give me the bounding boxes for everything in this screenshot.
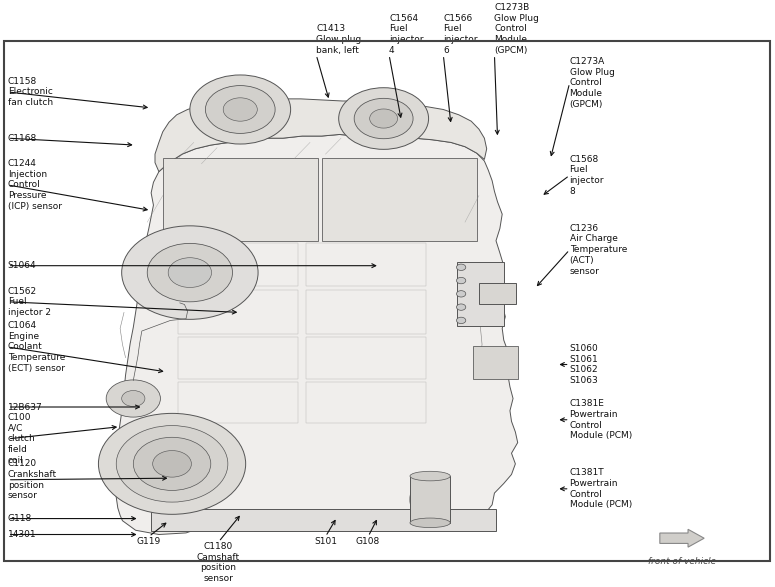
Circle shape xyxy=(106,380,160,417)
Text: C1244
Injection
Control
Pressure
(ICP) sensor: C1244 Injection Control Pressure (ICP) s… xyxy=(8,159,62,211)
Text: C1168: C1168 xyxy=(8,134,37,143)
Bar xyxy=(178,290,298,333)
Circle shape xyxy=(122,390,145,406)
Text: G119: G119 xyxy=(136,537,161,546)
Circle shape xyxy=(370,109,398,128)
Bar xyxy=(410,476,450,523)
Text: 12B637: 12B637 xyxy=(8,403,43,411)
Text: S1064: S1064 xyxy=(8,261,36,270)
Text: C1381T
Powertrain
Control
Module (PCM): C1381T Powertrain Control Module (PCM) xyxy=(570,468,632,510)
Ellipse shape xyxy=(410,471,450,481)
Circle shape xyxy=(153,451,191,477)
Text: C1273A
Glow Plug
Control
Module
(GPCM): C1273A Glow Plug Control Module (GPCM) xyxy=(570,57,615,109)
Text: C1273B
Glow Plug
Control
Module
(GPCM): C1273B Glow Plug Control Module (GPCM) xyxy=(494,3,539,55)
Text: G108: G108 xyxy=(356,537,381,546)
Polygon shape xyxy=(115,134,518,535)
Text: C1413
Glow plug
bank, left: C1413 Glow plug bank, left xyxy=(316,24,361,55)
Polygon shape xyxy=(660,529,704,547)
Ellipse shape xyxy=(410,476,450,523)
Text: C1236
Air Charge
Temperature
(ACT)
sensor: C1236 Air Charge Temperature (ACT) senso… xyxy=(570,224,627,276)
Text: C1562
Fuel
injector 2: C1562 Fuel injector 2 xyxy=(8,286,50,317)
Circle shape xyxy=(223,98,257,121)
Bar xyxy=(151,509,496,531)
Bar xyxy=(178,382,298,423)
Bar xyxy=(306,290,426,333)
Circle shape xyxy=(339,87,429,149)
Circle shape xyxy=(456,291,466,297)
Bar xyxy=(322,158,477,241)
Circle shape xyxy=(456,317,466,323)
Bar xyxy=(479,283,516,305)
Circle shape xyxy=(147,244,232,302)
Ellipse shape xyxy=(410,518,450,528)
Text: C1381E
Powertrain
Control
Module (PCM): C1381E Powertrain Control Module (PCM) xyxy=(570,399,632,440)
Circle shape xyxy=(456,264,466,271)
Text: C1564
Fuel
injector
4: C1564 Fuel injector 4 xyxy=(389,14,424,55)
Circle shape xyxy=(456,278,466,284)
Text: G118: G118 xyxy=(8,514,32,523)
Circle shape xyxy=(190,75,291,144)
Text: C100
A/C
clutch
field
coil: C100 A/C clutch field coil xyxy=(8,413,36,465)
Polygon shape xyxy=(155,99,487,171)
Circle shape xyxy=(168,258,212,288)
Text: C1158
Electronic
fan clutch: C1158 Electronic fan clutch xyxy=(8,77,53,107)
Text: C1064
Engine
Coolant
Temperature
(ECT) sensor: C1064 Engine Coolant Temperature (ECT) s… xyxy=(8,321,65,373)
Text: S1060
S1061
S1062
S1063: S1060 S1061 S1062 S1063 xyxy=(570,344,598,385)
Circle shape xyxy=(98,413,246,514)
Bar xyxy=(306,338,426,379)
Bar xyxy=(473,346,518,379)
Text: C1566
Fuel
injector
6: C1566 Fuel injector 6 xyxy=(443,14,478,55)
Circle shape xyxy=(456,304,466,311)
Text: C1180
Camshaft
position
sensor: C1180 Camshaft position sensor xyxy=(197,542,240,583)
Bar xyxy=(178,244,298,286)
Text: S101: S101 xyxy=(314,537,337,546)
Circle shape xyxy=(116,426,228,502)
Text: front of vehicle: front of vehicle xyxy=(648,557,716,566)
Text: C1120
Crankshaft
position
sensor: C1120 Crankshaft position sensor xyxy=(8,459,57,500)
Circle shape xyxy=(133,437,211,490)
Bar xyxy=(306,382,426,423)
Bar xyxy=(457,262,504,326)
Bar xyxy=(306,244,426,286)
Text: C1568
Fuel
injector
8: C1568 Fuel injector 8 xyxy=(570,155,604,196)
Bar xyxy=(178,338,298,379)
Bar xyxy=(163,158,318,241)
Circle shape xyxy=(205,86,275,133)
Circle shape xyxy=(122,226,258,319)
Text: 14301: 14301 xyxy=(8,530,36,539)
Circle shape xyxy=(354,99,413,139)
